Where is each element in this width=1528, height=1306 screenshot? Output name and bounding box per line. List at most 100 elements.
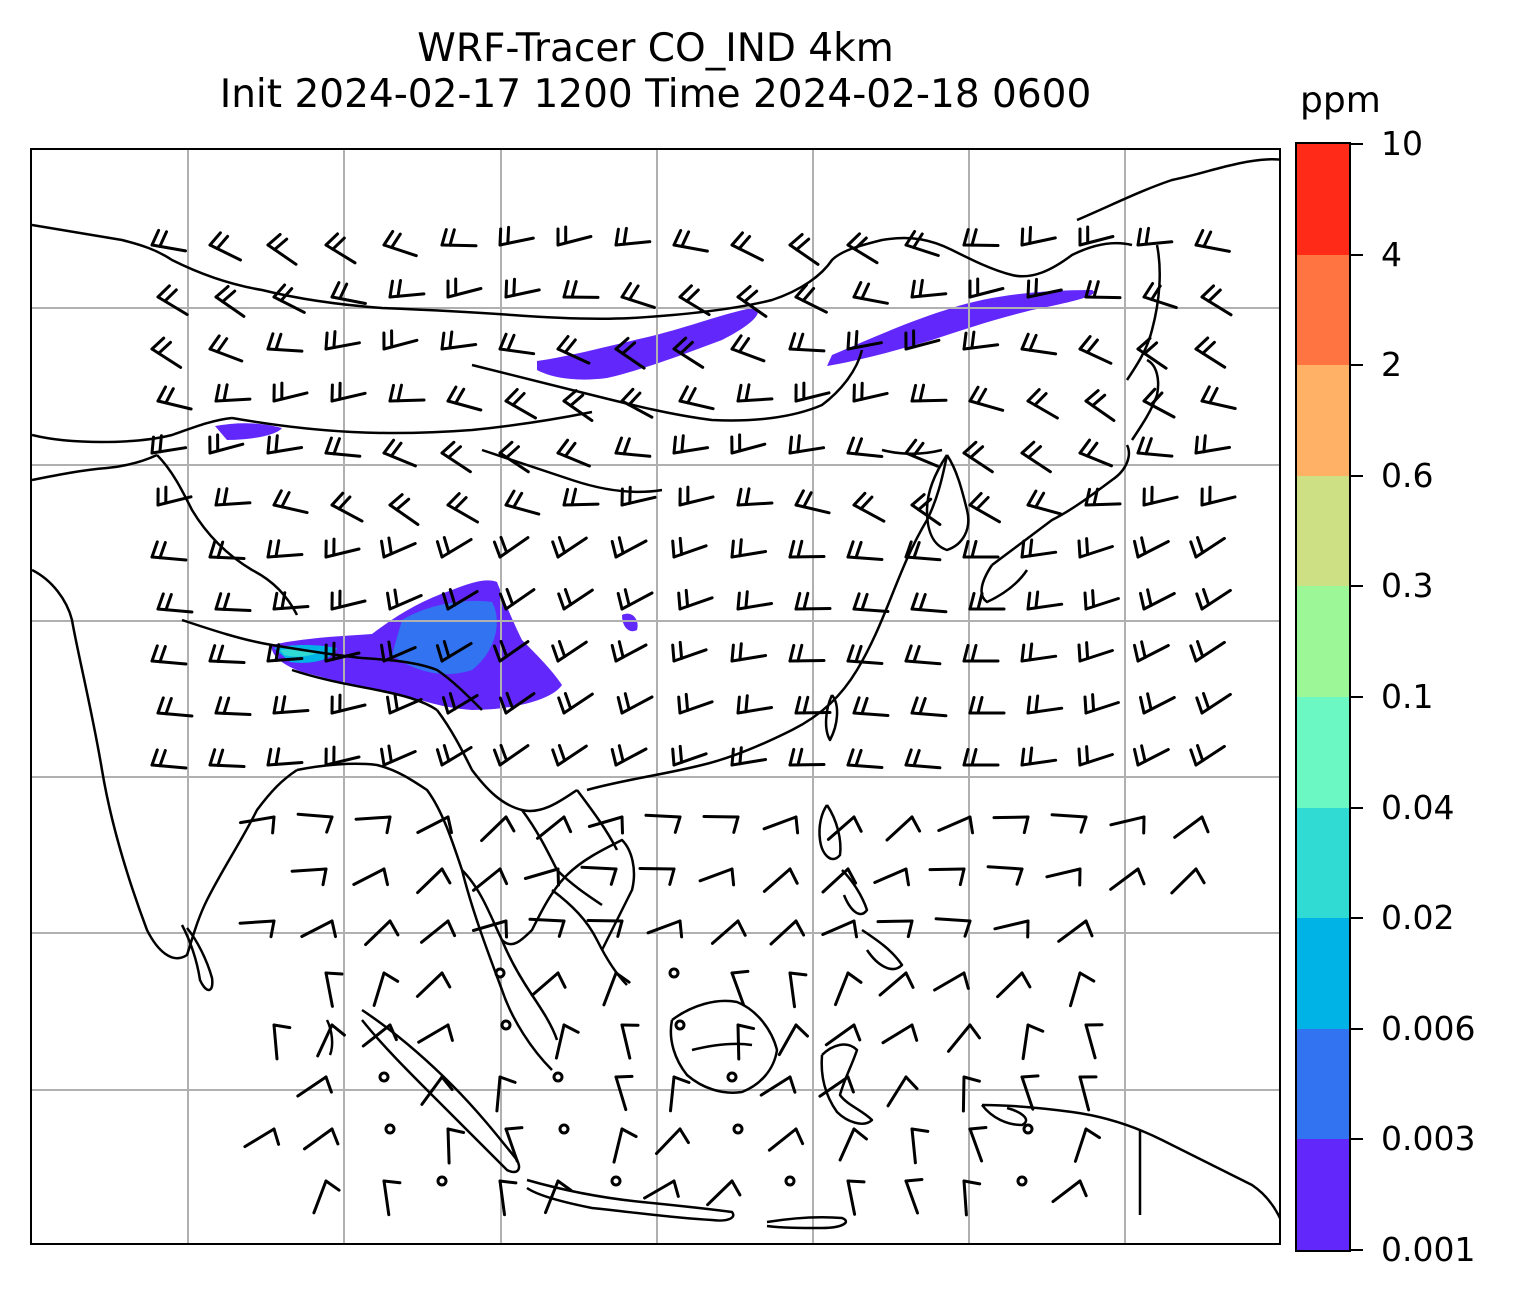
wind-barb-feather [395,497,411,512]
wind-barb-feather [1084,1127,1101,1140]
wind-barb-feather [563,692,573,711]
wind-barb-feather [221,289,237,304]
wind-barb-feather [610,748,618,767]
wind-barb [794,391,831,403]
wind-barb-feather [788,1075,797,1094]
wind-barb-feather [684,588,690,608]
wind-barb-feather [736,383,743,403]
wind-barb [947,1023,972,1053]
wind-barb [968,1127,984,1163]
wind-barb-feather [910,279,916,299]
wind-barb-feather [962,228,970,247]
wind-barb-feather [388,919,400,937]
wind-barb [614,643,648,663]
wind-barb-feather [1085,745,1090,764]
wind-barb [562,399,594,422]
wind-barb-feather [620,387,635,403]
wind-barb-feather [551,540,560,559]
wind-barb-feather [976,387,988,405]
wind-barb [620,295,656,309]
wind-barb [730,243,764,262]
wind-barb [620,495,657,507]
wind-barb [480,815,508,843]
wind-barb [1173,815,1204,839]
wind-barb [324,971,334,1008]
wind-barb [290,867,328,873]
wind-barb [440,243,478,248]
calm-wind-marker [610,1175,622,1187]
wind-barb [324,341,361,351]
wind-barb [638,867,676,871]
wind-barb [1084,597,1120,611]
wind-barb [885,815,914,842]
wind-barb-feather [860,696,869,716]
wind-barb [788,659,826,663]
wind-barb-feather [906,919,914,939]
wind-barb-feather [962,331,968,351]
wind-barb [330,503,364,523]
wind-barb [846,659,884,665]
wind-barb [446,503,479,524]
wind-barb-feather [621,341,637,355]
wind-barb-feather [498,867,509,886]
wind-barb [1078,753,1114,767]
wind-barb-feather [386,695,392,715]
wind-barb [910,503,942,526]
wind-barb-feather [788,332,797,351]
wind-barb-feather [1020,1074,1040,1079]
wind-barb [1200,588,1232,611]
wind-barb-feather [677,591,682,611]
wind-barb-feather [1091,589,1096,608]
wind-barb-feather [678,1127,690,1145]
wind-barb-feather [730,334,743,351]
colorbar-tick-label: 0.003 [1381,1119,1476,1159]
wind-barb [937,815,972,832]
wind-barb-feather [910,815,922,833]
wind-barb [1084,502,1122,507]
wind-barb-feather [1196,536,1205,555]
colorbar-tick [1351,364,1363,367]
wind-barb-feather [1026,388,1041,403]
wind-barb-feather [214,487,221,507]
wind-barb-feather [393,692,399,712]
wind-barb-feather [506,333,516,352]
colorbar-tick [1351,253,1363,256]
wind-barb [678,495,715,507]
wind-barb [388,503,420,526]
wind-barb [382,243,418,258]
wind-barb [330,599,367,611]
wind-barb-feather [272,591,279,611]
wind-barb [272,295,306,314]
wind-barb [150,347,183,369]
wind-barb [1136,748,1170,767]
wind-barb [962,1179,968,1217]
wind-barb-feather [904,438,918,455]
wind-barb-feather [854,748,863,768]
wind-barb-feather [1034,694,1040,714]
wind-barb-feather [1020,971,1032,989]
wind-barb-feather [970,228,978,247]
wind-barb [440,451,472,474]
wind-barb-feather [504,1126,524,1131]
colorbar-tick-label: 4 [1381,234,1402,274]
wind-barb [498,451,530,474]
wind-barb-feather [435,748,444,767]
wind-barb-feather [1084,389,1100,403]
wind-barb-feather [1194,867,1206,885]
wind-barb [388,398,426,403]
wind-barb-feather [620,1127,638,1138]
wind-barb-feather [274,434,279,454]
wind-barb [876,919,914,924]
wind-barb [498,536,530,559]
colorbar-tick-label: 0.3 [1381,566,1434,606]
wind-barb [910,292,948,299]
wind-barb [852,503,886,523]
wind-barb [266,446,304,455]
wind-barb [993,919,1030,931]
wind-barb [1136,540,1170,559]
wind-barb-feather [1133,539,1140,559]
wind-barb [730,758,768,767]
wind-barb-feather [1149,391,1164,407]
wind-barb-feather [1189,540,1198,559]
wind-barb-feather [324,436,333,455]
